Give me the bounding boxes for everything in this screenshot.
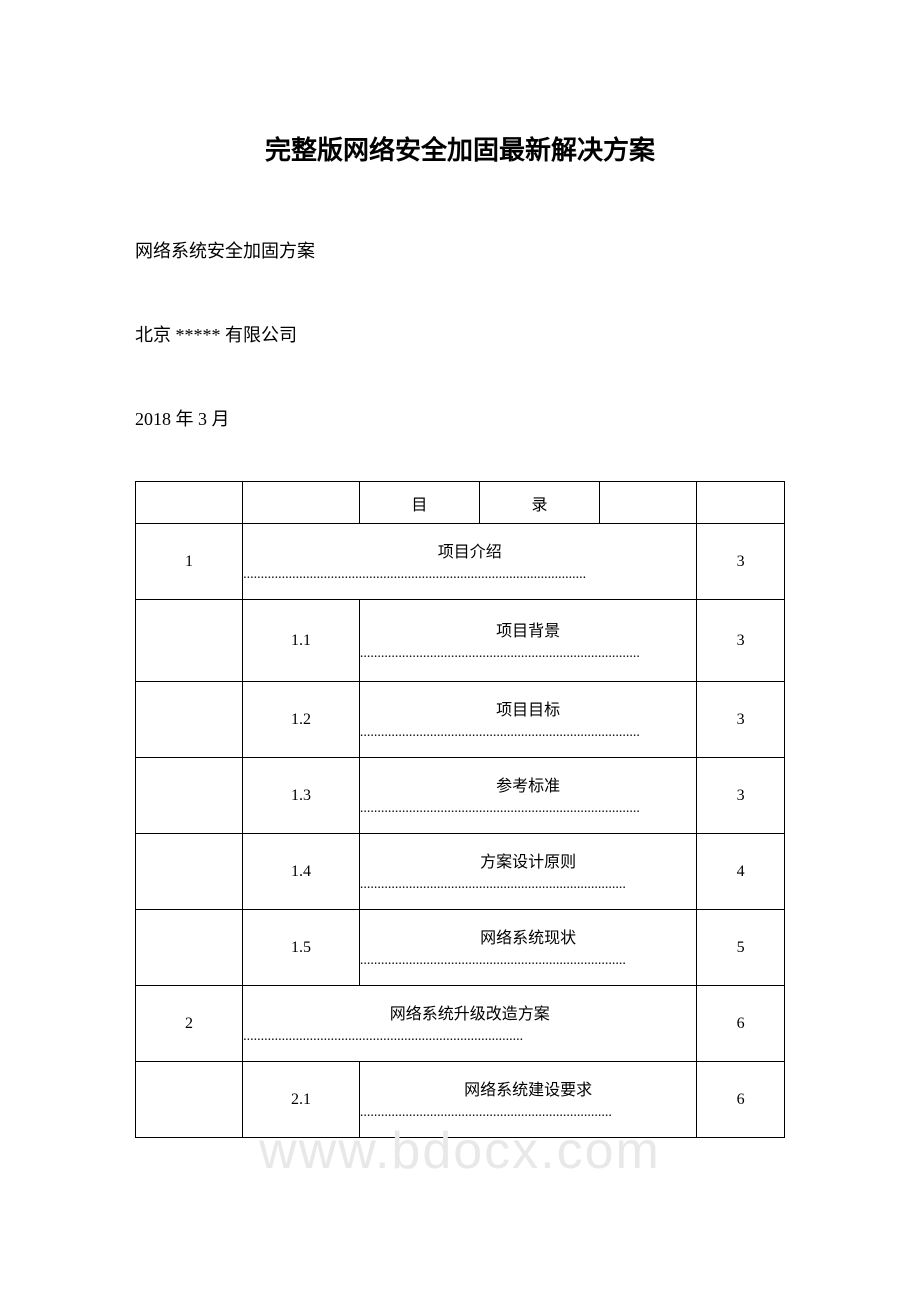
toc-section-number: 1 [136, 524, 243, 600]
toc-row: 1.1项目背景.................................… [136, 600, 785, 682]
toc-section-content: 网络系统升级改造方案..............................… [243, 986, 697, 1062]
toc-dots: ........................................… [360, 798, 696, 819]
toc-page-number: 4 [697, 834, 785, 910]
toc-subsection-label: 项目目标 [360, 696, 696, 720]
toc-dots: ........................................… [243, 564, 696, 585]
toc-dots: ........................................… [360, 1102, 696, 1123]
document-title: 完整版网络安全加固最新解决方案 [135, 130, 785, 167]
company-name: 北京 ***** 有限公司 [135, 321, 785, 347]
toc-dots: ........................................… [360, 722, 696, 743]
toc-table: 目 录 1项目介绍...............................… [135, 481, 785, 1138]
toc-page-number: 3 [697, 758, 785, 834]
toc-section-number: 2 [136, 986, 243, 1062]
toc-page-number: 5 [697, 910, 785, 986]
toc-subsection-label: 方案设计原则 [360, 848, 696, 872]
toc-empty-cell [136, 600, 243, 682]
toc-subsection-content: 项目背景....................................… [359, 600, 696, 682]
toc-subsection-number: 1.5 [243, 910, 360, 986]
toc-row: 1.2项目目标.................................… [136, 682, 785, 758]
toc-subsection-content: 项目目标....................................… [359, 682, 696, 758]
toc-row: 1项目介绍...................................… [136, 524, 785, 600]
document-date: 2018 年 3 月 [135, 405, 785, 431]
toc-page-number: 3 [697, 682, 785, 758]
toc-header-cell [697, 482, 785, 524]
toc-subsection-content: 方案设计原则..................................… [359, 834, 696, 910]
toc-subsection-label: 参考标准 [360, 772, 696, 796]
toc-header-cell [600, 482, 697, 524]
toc-dots: ........................................… [360, 874, 696, 895]
toc-subsection-number: 1.4 [243, 834, 360, 910]
toc-empty-cell [136, 758, 243, 834]
toc-header-lu: 录 [479, 482, 599, 524]
toc-section-label: 项目介绍 [243, 538, 696, 562]
toc-subsection-content: 网络系统建设要求................................… [359, 1062, 696, 1138]
toc-section-label: 网络系统升级改造方案 [243, 1000, 696, 1024]
toc-empty-cell [136, 1062, 243, 1138]
subtitle: 网络系统安全加固方案 [135, 237, 785, 263]
toc-empty-cell [136, 910, 243, 986]
toc-row: 1.4方案设计原则...............................… [136, 834, 785, 910]
toc-header-cell [243, 482, 360, 524]
toc-dots: ........................................… [360, 643, 696, 664]
toc-subsection-label: 网络系统建设要求 [360, 1076, 696, 1100]
toc-subsection-label: 网络系统现状 [360, 924, 696, 948]
toc-subsection-content: 参考标准....................................… [359, 758, 696, 834]
toc-empty-cell [136, 834, 243, 910]
toc-subsection-label: 项目背景 [360, 617, 696, 641]
toc-dots: ........................................… [360, 950, 696, 971]
toc-page-number: 6 [697, 1062, 785, 1138]
toc-row: 2.1网络系统建设要求.............................… [136, 1062, 785, 1138]
toc-subsection-number: 1.2 [243, 682, 360, 758]
toc-dots: ........................................… [243, 1026, 696, 1047]
toc-subsection-number: 2.1 [243, 1062, 360, 1138]
toc-page-number: 6 [697, 986, 785, 1062]
toc-subsection-content: 网络系统现状..................................… [359, 910, 696, 986]
toc-row: 1.5网络系统现状...............................… [136, 910, 785, 986]
toc-page-number: 3 [697, 600, 785, 682]
toc-row: 2网络系统升级改造方案.............................… [136, 986, 785, 1062]
toc-subsection-number: 1.3 [243, 758, 360, 834]
toc-header-mu: 目 [359, 482, 479, 524]
toc-row: 1.3参考标准.................................… [136, 758, 785, 834]
toc-section-content: 项目介绍....................................… [243, 524, 697, 600]
toc-header-cell [136, 482, 243, 524]
toc-header-row: 目 录 [136, 482, 785, 524]
toc-page-number: 3 [697, 524, 785, 600]
toc-subsection-number: 1.1 [243, 600, 360, 682]
toc-empty-cell [136, 682, 243, 758]
